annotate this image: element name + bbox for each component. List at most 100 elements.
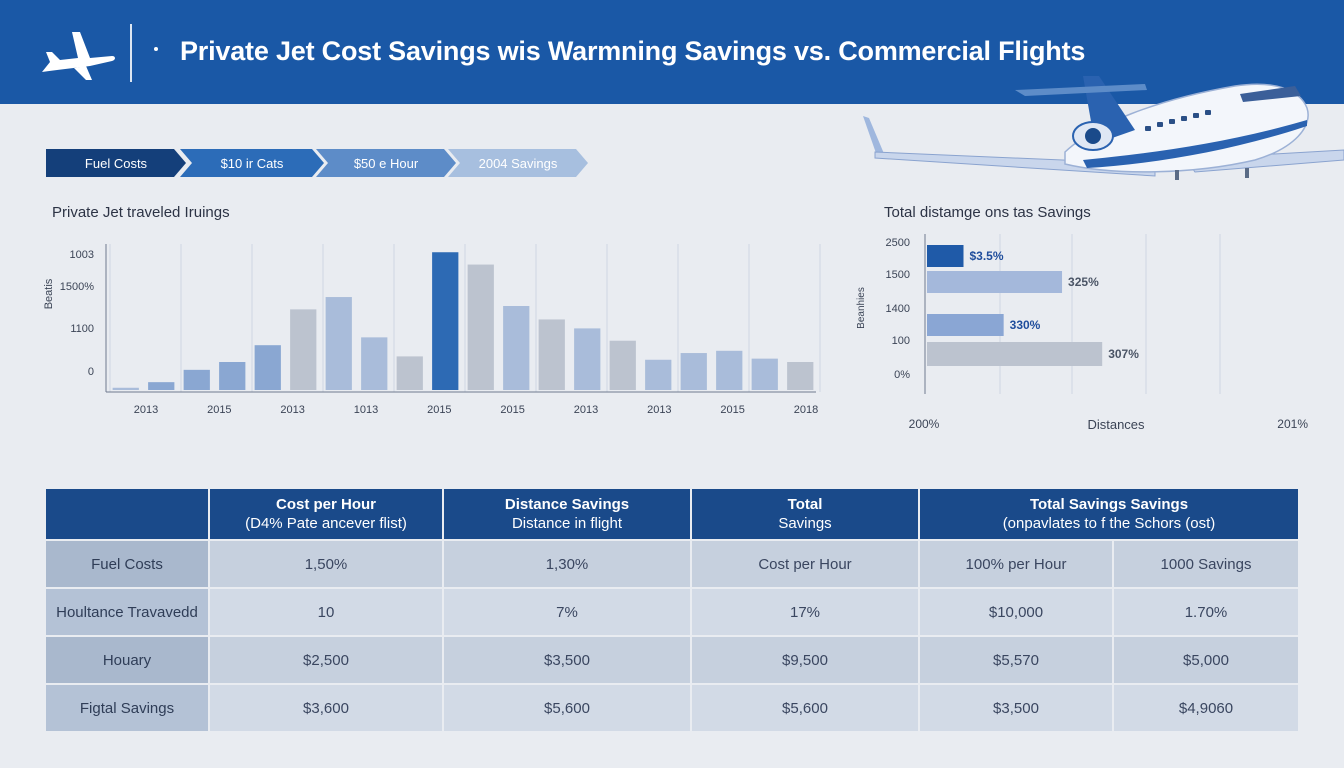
x-tick-label: 200% <box>909 417 940 431</box>
column-header-title: Distance Savings <box>504 496 630 513</box>
column-header-subtitle: (D4% Pate ancever flist) <box>245 515 407 532</box>
table-cell: 1.70% <box>1114 589 1298 635</box>
step-label: $10 ir Cats <box>220 155 284 171</box>
header-dot <box>154 47 158 51</box>
bar <box>609 340 636 390</box>
airplane-logo-icon <box>42 32 115 80</box>
table-cell: $3,500 <box>444 637 690 683</box>
bar <box>503 306 530 390</box>
table-cell: 17% <box>692 589 918 635</box>
column-header-title: Total Savings Savings <box>1029 496 1189 513</box>
right-bar-chart: 2500 1500 1400 100 0% Beanhies $3.5% 325% 330% 30… <box>856 234 1308 432</box>
bar <box>325 297 352 390</box>
bar <box>927 314 1004 336</box>
table-cell: 100% per Hour <box>920 541 1112 587</box>
bar <box>396 356 423 390</box>
column-header-total-savings[interactable]: Total Savings <box>692 489 918 539</box>
table-cell: $9,500 <box>692 637 918 683</box>
x-tick-label: 2018 <box>794 404 818 416</box>
table-cell: $5,600 <box>692 685 918 731</box>
bar <box>361 337 388 390</box>
column-header-subtitle: (onpavlates to f the Schors (ost) <box>1002 515 1216 532</box>
bar <box>183 369 210 390</box>
bar <box>219 362 246 390</box>
step-cost-rate[interactable]: $10 ir Cats <box>180 149 324 177</box>
y-axis-label: Beanhies <box>856 287 867 329</box>
step-label: 2004 Savings <box>478 155 558 171</box>
table-cell: 1,50% <box>210 541 442 587</box>
table-cell: Cost per Hour <box>692 541 918 587</box>
table-cell: 10 <box>210 589 442 635</box>
column-header-subtitle: Savings <box>778 515 832 532</box>
bar <box>751 358 778 390</box>
row-label: Figtal Savings <box>46 685 208 731</box>
bar <box>254 345 281 390</box>
bar <box>112 387 139 390</box>
bar <box>574 328 601 390</box>
step-hourly-rate[interactable]: $50 e Hour <box>316 149 456 177</box>
left-bar-chart: 1003 1500% 1100 0 Beatis 2013 2015 2013 1013 2015… <box>43 244 821 416</box>
table-cell: $5,600 <box>444 685 690 731</box>
bar-value-label: 325% <box>1068 275 1099 289</box>
step-fuel-costs[interactable]: Fuel Costs <box>46 149 186 177</box>
row-label: Houary <box>46 637 208 683</box>
bar-value-label: $3.5% <box>970 249 1004 263</box>
table-row: Figtal Savings $3,600 $5,600 $5,600 $3,5… <box>46 685 1298 731</box>
y-tick-label: 1500 <box>886 269 910 281</box>
column-header-title: Cost per Hour <box>275 496 376 513</box>
bar <box>927 271 1063 293</box>
x-tick-label: 2013 <box>647 404 671 416</box>
column-header-title: Total <box>787 496 823 513</box>
table-cell: $2,500 <box>210 637 442 683</box>
y-tick-label: 2500 <box>886 237 910 249</box>
table-row: Houltance Travavedd 10 7% 17% $10,000 1.… <box>46 589 1298 635</box>
x-tick-label: 2015 <box>427 404 451 416</box>
bar <box>716 350 743 390</box>
bar <box>927 245 964 267</box>
y-tick-label: 1100 <box>70 323 94 335</box>
step-label: $50 e Hour <box>353 155 419 171</box>
x-tick-label: 1013 <box>354 404 378 416</box>
column-header-distance-savings[interactable]: Distance Savings Distance in flight <box>444 489 690 539</box>
y-tick-label: 100 <box>892 335 910 347</box>
row-label: Houltance Travavedd <box>46 589 208 635</box>
column-header-subtitle: Distance in flight <box>511 515 623 532</box>
bar <box>148 382 175 390</box>
bar <box>290 309 317 390</box>
header-divider <box>130 24 132 82</box>
bar <box>645 359 672 390</box>
bar-value-label: 330% <box>1010 318 1041 332</box>
table-cell: $5,570 <box>920 637 1112 683</box>
x-tick-label: 2013 <box>280 404 304 416</box>
y-tick-label: 1400 <box>886 303 910 315</box>
table-header-corner <box>46 489 208 539</box>
table-header-row: Cost per Hour (D4% Pate ancever flist) D… <box>46 489 1298 539</box>
right-chart-title: Total distamge ons tas Savings <box>884 204 1091 221</box>
left-chart-title: Private Jet traveled Iruings <box>52 204 230 221</box>
step-label: Fuel Costs <box>84 155 148 171</box>
bar <box>432 252 459 390</box>
y-tick-label: 1500% <box>60 281 94 293</box>
table-cell: 7% <box>444 589 690 635</box>
bar <box>787 362 814 390</box>
column-header-cost-per-hour[interactable]: Cost per Hour (D4% Pate ancever flist) <box>210 489 442 539</box>
y-tick-label: 0 <box>88 366 94 378</box>
y-tick-label: 1003 <box>70 249 94 261</box>
bar-value-label: 307% <box>1108 347 1139 361</box>
page-title: Private Jet Cost Savings wis Warmning Sa… <box>180 36 1086 66</box>
step-savings[interactable]: 2004 Savings <box>448 149 588 177</box>
x-tick-label: 2015 <box>207 404 231 416</box>
bar <box>467 264 494 390</box>
table-cell: $5,000 <box>1114 637 1298 683</box>
x-tick-label: 2015 <box>500 404 524 416</box>
y-axis-label: Beatis <box>43 278 55 309</box>
bar <box>538 319 565 390</box>
table-cell: 1000 Savings <box>1114 541 1298 587</box>
x-axis-label: Distances <box>1087 417 1145 432</box>
table-cell: $3,500 <box>920 685 1112 731</box>
bar <box>680 353 707 390</box>
table-row: Houary $2,500 $3,500 $9,500 $5,570 $5,00… <box>46 637 1298 683</box>
row-label: Fuel Costs <box>46 541 208 587</box>
column-header-total-savings-savings[interactable]: Total Savings Savings (onpavlates to f t… <box>920 489 1298 539</box>
x-tick-label: 2013 <box>574 404 598 416</box>
